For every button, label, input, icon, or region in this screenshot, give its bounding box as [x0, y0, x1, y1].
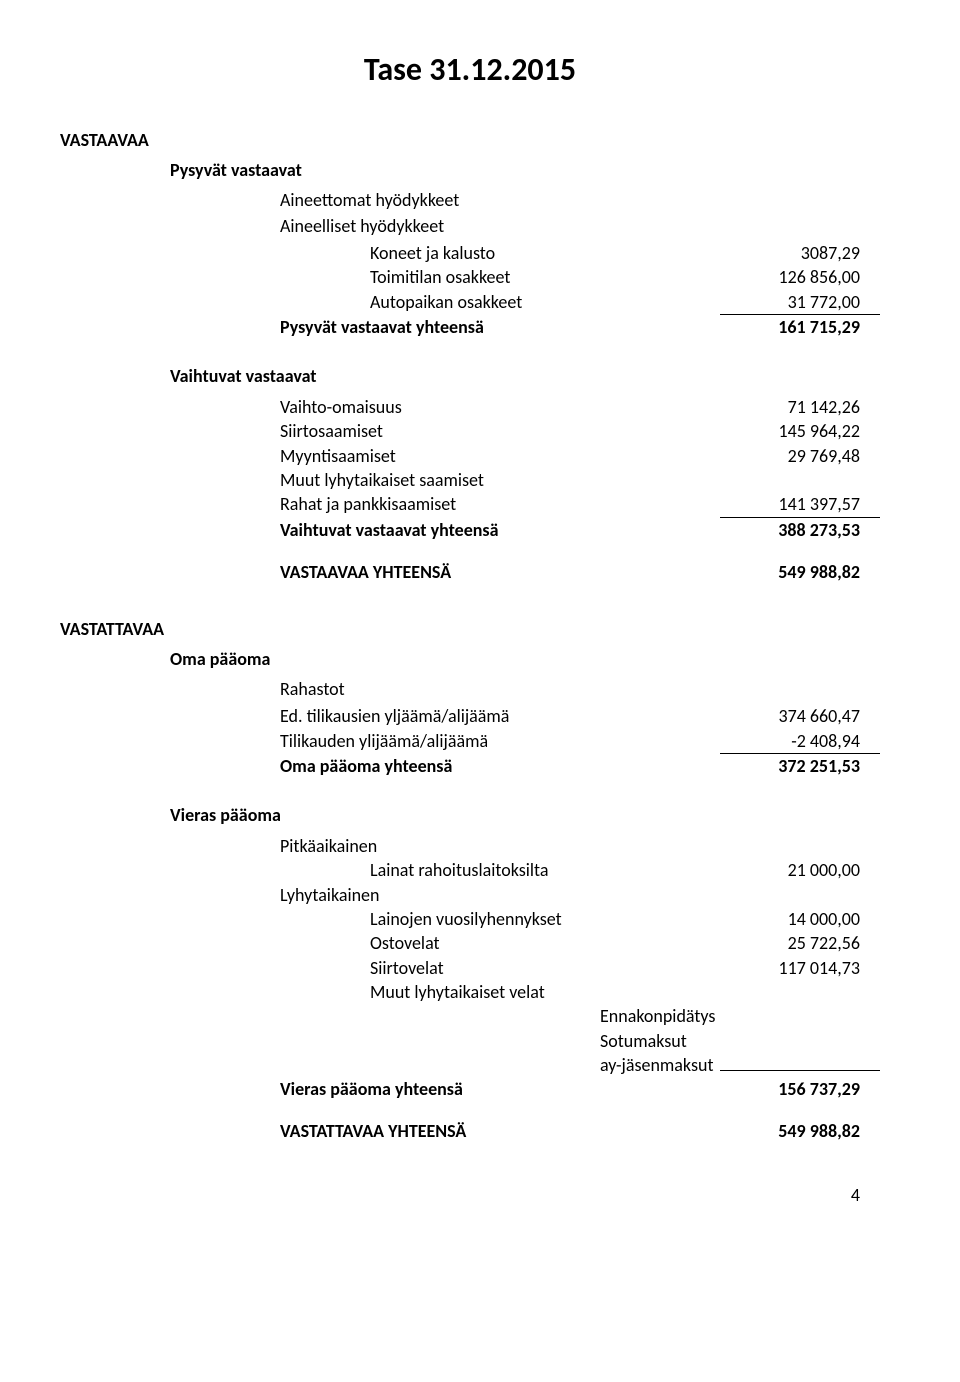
toimitilan-label: Toimitilan osakkeet [370, 265, 510, 289]
pysyvat-yhteensa-value: 161 715,29 [720, 315, 880, 339]
ayjasen-label: ay-jäsenmaksut [600, 1053, 713, 1077]
vastaavaa-yhteensa-row: VASTAAVAA YHTEENSÄ 549 988,82 [280, 560, 880, 584]
oma-yhteensa-value: 372 251,53 [720, 754, 880, 778]
pysyvat-yhteensa-row: Pysyvät vastaavat yhteensä 161 715,29 [280, 315, 880, 339]
toimitilan-row: Toimitilan osakkeet 126 856,00 [370, 265, 880, 289]
aineettomat-label: Aineettomat hyödykkeet [280, 189, 880, 211]
koneet-value: 3087,29 [720, 241, 880, 265]
vaihtuvat-header: Vaihtuvat vastaavat [170, 365, 880, 387]
vastattavaa-yhteensa-value: 549 988,82 [720, 1119, 880, 1143]
ennakon-row: Ennakonpidätys [600, 1004, 880, 1028]
autopaikan-value: 31 772,00 [720, 290, 880, 315]
muut-lyhyt-saamiset-label: Muut lyhytaikaiset saamiset [280, 468, 484, 492]
siirtosaamiset-row: Siirtosaamiset 145 964,22 [280, 419, 880, 443]
ostovelat-label: Ostovelat [370, 931, 440, 955]
siirtovelat-row: Siirtovelat 117 014,73 [370, 956, 880, 980]
ed-tilikausien-row: Ed. tilikausien yljäämä/alijäämä 374 660… [280, 704, 880, 728]
tilikauden-value: -2 408,94 [720, 729, 880, 754]
vaihto-omaisuus-row: Vaihto-omaisuus 71 142,26 [280, 395, 880, 419]
lainat-value: 21 000,00 [720, 858, 880, 882]
muut-lyhyt-saamiset-row: Muut lyhytaikaiset saamiset [280, 468, 880, 492]
siirtovelat-value: 117 014,73 [720, 956, 880, 980]
sotu-row: Sotumaksut [600, 1029, 880, 1053]
rahat-row: Rahat ja pankkisaamiset 141 397,57 [280, 492, 880, 517]
lainojen-row: Lainojen vuosilyhennykset 14 000,00 [370, 907, 880, 931]
rahat-value: 141 397,57 [720, 492, 880, 517]
tilikauden-label: Tilikauden ylijäämä/alijäämä [280, 729, 488, 753]
vastaavaa-header: VASTAAVAA [60, 129, 880, 151]
muut-lyhyt-velat-label: Muut lyhytaikaiset velat [370, 980, 545, 1004]
vastattavaa-yhteensa-label: VASTATTAVAA YHTEENSÄ [280, 1119, 466, 1143]
vaihto-omaisuus-label: Vaihto-omaisuus [280, 395, 402, 419]
vaihtuvat-yhteensa-value: 388 273,53 [720, 518, 880, 542]
tilikauden-row: Tilikauden ylijäämä/alijäämä -2 408,94 [280, 729, 880, 754]
vieras-yhteensa-value: 156 737,29 [720, 1077, 880, 1101]
ostovelat-row: Ostovelat 25 722,56 [370, 931, 880, 955]
koneet-label: Koneet ja kalusto [370, 241, 495, 265]
muut-lyhyt-velat-row: Muut lyhytaikaiset velat [370, 980, 880, 1004]
vaihtuvat-yhteensa-row: Vaihtuvat vastaavat yhteensä 388 273,53 [280, 518, 880, 542]
toimitilan-value: 126 856,00 [720, 265, 880, 289]
rahat-label: Rahat ja pankkisaamiset [280, 492, 456, 516]
lyhytaikainen-header: Lyhytaikainen [280, 883, 880, 907]
ayjasen-row: ay-jäsenmaksut [600, 1053, 880, 1077]
lainojen-value: 14 000,00 [720, 907, 880, 931]
vastattavaa-header: VASTATTAVAA [60, 618, 880, 640]
vaihtuvat-yhteensa-label: Vaihtuvat vastaavat yhteensä [280, 518, 499, 542]
pitkaaikainen-header: Pitkäaikainen [280, 834, 880, 858]
lainat-row: Lainat rahoituslaitoksilta 21 000,00 [370, 858, 880, 882]
ed-tilikausien-value: 374 660,47 [720, 704, 880, 728]
vastattavaa-yhteensa-row: VASTATTAVAA YHTEENSÄ 549 988,82 [280, 1119, 880, 1143]
oma-yhteensa-label: Oma pääoma yhteensä [280, 754, 452, 778]
vastaavaa-yhteensa-label: VASTAAVAA YHTEENSÄ [280, 560, 451, 584]
vieras-yhteensa-label: Vieras pääoma yhteensä [280, 1077, 463, 1101]
document-title: Tase 31.12.2015 [60, 50, 880, 89]
koneet-row: Koneet ja kalusto 3087,29 [370, 241, 880, 265]
ennakon-label: Ennakonpidätys [600, 1004, 715, 1028]
autopaikan-label: Autopaikan osakkeet [370, 290, 522, 314]
ostovelat-value: 25 722,56 [720, 931, 880, 955]
oma-paaoma-header: Oma pääoma [170, 648, 880, 670]
pysyvat-header: Pysyvät vastaavat [170, 159, 880, 181]
vieras-paaoma-header: Vieras pääoma [170, 804, 880, 826]
lyhytaikainen-label: Lyhytaikainen [280, 883, 379, 907]
sotu-label: Sotumaksut [600, 1029, 687, 1053]
siirtosaamiset-value: 145 964,22 [720, 419, 880, 443]
ed-tilikausien-label: Ed. tilikausien yljäämä/alijäämä [280, 704, 509, 728]
vaihto-omaisuus-value: 71 142,26 [720, 395, 880, 419]
myyntisaamiset-row: Myyntisaamiset 29 769,48 [280, 444, 880, 468]
lainojen-label: Lainojen vuosilyhennykset [370, 907, 562, 931]
myyntisaamiset-value: 29 769,48 [720, 444, 880, 468]
myyntisaamiset-label: Myyntisaamiset [280, 444, 396, 468]
autopaikan-row: Autopaikan osakkeet 31 772,00 [370, 290, 880, 315]
pysyvat-yhteensa-label: Pysyvät vastaavat yhteensä [280, 315, 484, 339]
rahastot-label: Rahastot [280, 678, 880, 700]
lainat-label: Lainat rahoituslaitoksilta [370, 858, 548, 882]
pitkaaikainen-label: Pitkäaikainen [280, 834, 377, 858]
vieras-yhteensa-row: Vieras pääoma yhteensä 156 737,29 [280, 1077, 880, 1101]
oma-yhteensa-row: Oma pääoma yhteensä 372 251,53 [280, 754, 880, 778]
ayjasen-value [720, 1070, 880, 1071]
page: Tase 31.12.2015 VASTAAVAA Pysyvät vastaa… [0, 0, 960, 1246]
siirtosaamiset-label: Siirtosaamiset [280, 419, 383, 443]
siirtovelat-label: Siirtovelat [370, 956, 444, 980]
aineelliset-label: Aineelliset hyödykkeet [280, 215, 880, 237]
page-number: 4 [60, 1184, 880, 1206]
vastaavaa-yhteensa-value: 549 988,82 [720, 560, 880, 584]
